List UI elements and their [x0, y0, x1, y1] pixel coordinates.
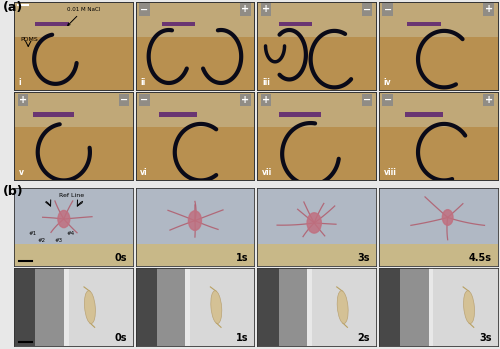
Text: 0s: 0s — [114, 333, 126, 343]
Bar — [278, 22, 312, 27]
Bar — [257, 37, 376, 90]
Text: 0.01 M NaCl: 0.01 M NaCl — [68, 7, 100, 25]
Text: iii: iii — [262, 77, 270, 87]
Ellipse shape — [211, 291, 222, 324]
Text: #1: #1 — [28, 231, 36, 236]
Bar — [14, 2, 132, 37]
Bar — [307, 268, 312, 346]
Bar — [379, 188, 498, 244]
Bar — [310, 268, 376, 346]
Ellipse shape — [58, 210, 70, 228]
Ellipse shape — [84, 291, 96, 324]
Bar — [188, 268, 254, 346]
Text: +: + — [262, 95, 270, 105]
Bar — [431, 268, 498, 346]
Text: −: − — [140, 95, 148, 105]
Text: v: v — [18, 168, 24, 177]
Text: −: − — [384, 5, 392, 14]
Text: +: + — [242, 5, 250, 14]
Ellipse shape — [188, 211, 202, 230]
Bar — [379, 37, 498, 90]
Text: #2: #2 — [38, 238, 46, 244]
Bar — [36, 22, 68, 27]
Bar — [136, 244, 254, 266]
Text: (a): (a) — [2, 1, 23, 14]
Bar — [278, 268, 310, 346]
Text: (b): (b) — [2, 185, 23, 198]
Bar — [136, 188, 254, 244]
Text: viii: viii — [384, 168, 396, 177]
Bar — [14, 37, 132, 90]
Bar — [14, 188, 132, 244]
Bar — [136, 268, 157, 346]
Text: −: − — [384, 95, 392, 105]
Ellipse shape — [464, 291, 474, 324]
Bar — [14, 92, 132, 127]
Text: PDMS: PDMS — [20, 37, 38, 43]
Text: −: − — [363, 95, 371, 105]
Text: 1s: 1s — [236, 253, 248, 263]
Bar — [36, 268, 66, 346]
Text: 1s: 1s — [236, 333, 248, 343]
Bar — [257, 2, 376, 37]
Bar — [379, 2, 498, 37]
Bar — [14, 244, 132, 266]
Bar — [64, 268, 68, 346]
Bar — [186, 268, 190, 346]
Text: #4: #4 — [66, 231, 74, 236]
Ellipse shape — [337, 291, 348, 324]
Bar — [257, 244, 376, 266]
Ellipse shape — [442, 210, 453, 225]
Text: −: − — [140, 5, 148, 14]
Bar — [157, 268, 188, 346]
Text: +: + — [242, 95, 250, 105]
Bar — [379, 244, 498, 266]
Bar — [408, 22, 440, 27]
Text: 2s: 2s — [358, 333, 370, 343]
Bar — [66, 268, 132, 346]
Text: Ref Line: Ref Line — [59, 193, 84, 198]
Text: +: + — [262, 5, 270, 14]
Text: vi: vi — [140, 168, 148, 177]
Bar — [257, 127, 376, 180]
Text: i: i — [18, 77, 22, 87]
Bar — [379, 268, 400, 346]
Bar — [136, 127, 254, 180]
Text: 3s: 3s — [358, 253, 370, 263]
Ellipse shape — [307, 213, 322, 233]
Bar — [257, 92, 376, 127]
Bar — [405, 112, 443, 117]
Bar — [136, 2, 254, 37]
Bar — [278, 112, 322, 117]
Bar — [162, 22, 195, 27]
Text: ii: ii — [140, 77, 145, 87]
Text: +: + — [484, 5, 493, 14]
Bar — [14, 268, 36, 346]
Text: −: − — [120, 95, 128, 105]
Text: 3s: 3s — [479, 333, 492, 343]
Bar — [257, 188, 376, 244]
Bar — [160, 112, 198, 117]
Bar — [33, 112, 74, 117]
Bar — [257, 268, 278, 346]
Bar — [136, 92, 254, 127]
Text: iv: iv — [384, 77, 391, 87]
Text: +: + — [484, 95, 493, 105]
Bar — [400, 268, 431, 346]
Bar — [428, 268, 434, 346]
Bar — [136, 37, 254, 90]
Bar — [379, 127, 498, 180]
Bar — [379, 92, 498, 127]
Text: #3: #3 — [54, 238, 62, 244]
Text: −: − — [363, 5, 371, 14]
Text: +: + — [18, 95, 27, 105]
Text: 4.5s: 4.5s — [468, 253, 491, 263]
Bar — [14, 127, 132, 180]
Text: vii: vii — [262, 168, 272, 177]
Text: 0s: 0s — [114, 253, 126, 263]
